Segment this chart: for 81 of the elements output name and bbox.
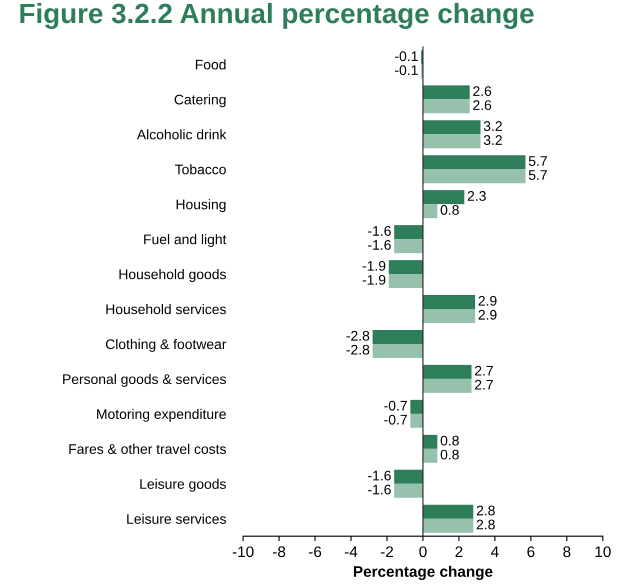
y-tick-label: Alcoholic drink <box>136 129 226 140</box>
bar <box>422 85 470 100</box>
x-tick-label: -10 <box>232 546 254 558</box>
bar <box>372 330 423 344</box>
data-label: 3.2 <box>484 135 502 145</box>
bar <box>422 134 481 148</box>
y-tick-label: Housing <box>176 199 226 212</box>
y-tick-label: Fares & other travel costs <box>69 444 226 454</box>
bar <box>422 378 472 393</box>
data-label: -2.8 <box>346 344 370 355</box>
data-label: 2.7 <box>474 366 493 376</box>
bar <box>422 364 472 379</box>
bar <box>410 414 423 428</box>
y-tick-label: Household services <box>106 304 226 314</box>
x-tick-label: 0 <box>419 546 427 558</box>
x-tick-label: 4 <box>491 546 499 557</box>
data-label: 2.9 <box>478 296 497 306</box>
y-tick-label: Household goods <box>119 269 226 282</box>
bar <box>394 484 423 498</box>
bar <box>388 260 423 274</box>
data-label: 3.2 <box>484 121 502 131</box>
x-axis-title: Percentage change <box>354 566 492 580</box>
y-tick-label: Food <box>196 59 226 70</box>
data-label: 2.3 <box>468 191 486 201</box>
data-label: -1.6 <box>368 240 391 250</box>
x-tick-label: 10 <box>595 546 611 558</box>
y-tick-label: Clothing & footwear <box>106 338 226 352</box>
y-tick-label: Fuel and light <box>144 234 226 248</box>
bar <box>388 274 423 288</box>
x-tick-label: 8 <box>563 546 570 558</box>
data-label: -1.6 <box>368 484 391 494</box>
x-tick-label: 2 <box>455 546 462 557</box>
bar <box>422 295 476 310</box>
bar <box>422 434 438 449</box>
data-label: 5.7 <box>528 156 547 166</box>
bar <box>410 400 423 414</box>
data-label: 0.8 <box>440 436 459 446</box>
y-tick-label: Leisure goods <box>140 478 226 492</box>
data-label: -2.8 <box>346 330 370 341</box>
x-tick-label: -4 <box>344 546 358 557</box>
data-label: -0.1 <box>395 51 418 62</box>
data-label: 2.8 <box>476 520 495 530</box>
chart-title: Figure 3.2.2 Annual percentage change <box>20 2 534 29</box>
data-label: 0.8 <box>440 450 459 460</box>
data-label: -1.9 <box>362 260 386 271</box>
y-tick-label: Catering <box>174 94 226 108</box>
data-label: 2.8 <box>476 506 495 516</box>
data-label: -0.7 <box>384 414 407 425</box>
bar <box>394 225 423 240</box>
data-label: 2.9 <box>478 310 497 320</box>
data-label: -1.6 <box>368 226 391 236</box>
bar <box>422 518 474 533</box>
data-label: 2.7 <box>474 380 493 390</box>
bar <box>422 448 438 463</box>
x-tick-label: 6 <box>527 546 534 558</box>
data-label: 2.6 <box>473 100 492 110</box>
x-tick-label: -2 <box>380 546 394 557</box>
data-label: 0.8 <box>440 205 459 215</box>
data-label: -0.1 <box>395 65 418 76</box>
bar <box>372 344 423 358</box>
data-label: 2.6 <box>473 86 492 96</box>
bar <box>394 239 423 254</box>
y-tick-label: Tobacco <box>175 164 226 174</box>
y-tick-label: Leisure services <box>127 514 226 524</box>
y-tick-label: Motoring expenditure <box>97 408 226 422</box>
bar <box>394 470 423 484</box>
bar <box>422 504 474 519</box>
y-tick-label: Personal goods & services <box>63 374 226 387</box>
data-label: -0.7 <box>384 400 407 411</box>
data-label: 5.7 <box>528 170 547 180</box>
bar <box>422 169 526 184</box>
bar <box>422 309 476 323</box>
bar <box>422 99 470 114</box>
x-tick-label: -6 <box>308 546 322 558</box>
data-label: -1.9 <box>362 274 386 285</box>
x-tick-label: -8 <box>272 546 286 558</box>
bar <box>422 155 526 170</box>
bar <box>422 120 481 134</box>
bar <box>422 204 438 218</box>
data-label: -1.6 <box>368 470 391 480</box>
bar <box>422 190 464 204</box>
